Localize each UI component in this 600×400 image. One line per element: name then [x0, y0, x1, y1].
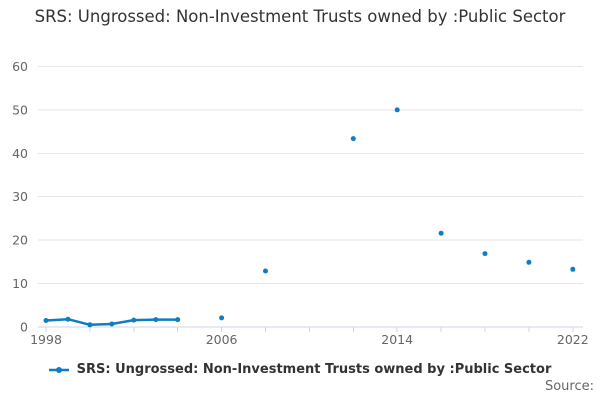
- y-axis-tick-label: 30: [12, 189, 28, 204]
- data-point[interactable]: [350, 136, 356, 142]
- data-point[interactable]: [153, 317, 159, 323]
- data-point[interactable]: [87, 322, 93, 328]
- data-point[interactable]: [438, 230, 444, 236]
- data-point[interactable]: [482, 251, 488, 257]
- data-point[interactable]: [526, 259, 532, 265]
- data-point[interactable]: [175, 317, 181, 323]
- y-axis-tick-label: 10: [12, 276, 28, 291]
- x-axis-tick-label: 1998: [30, 332, 62, 347]
- data-point[interactable]: [43, 318, 49, 323]
- y-axis-tick-label: 50: [12, 102, 28, 117]
- data-point[interactable]: [263, 268, 268, 274]
- legend-line-marker-icon: [48, 366, 69, 373]
- data-point[interactable]: [131, 317, 137, 323]
- y-axis-tick-label: 60: [12, 59, 28, 74]
- data-point[interactable]: [219, 315, 225, 321]
- x-axis-tick-label: 2006: [206, 332, 238, 347]
- y-axis-tick-label: 20: [12, 233, 28, 248]
- source-label: Source:: [544, 379, 594, 394]
- x-axis-tick-label: 2014: [381, 332, 413, 347]
- chart-title: SRS: Ungrossed: Non-Investment Trusts ow…: [0, 6, 600, 28]
- data-point[interactable]: [109, 321, 115, 327]
- legend-item[interactable]: SRS: Ungrossed: Non-Investment Trusts ow…: [0, 362, 600, 377]
- y-axis-tick-label: 0: [20, 320, 28, 335]
- legend-label: SRS: Ungrossed: Non-Investment Trusts ow…: [76, 362, 552, 377]
- data-point[interactable]: [65, 316, 71, 322]
- data-point[interactable]: [394, 107, 400, 113]
- data-point[interactable]: [570, 266, 576, 272]
- x-axis-tick-label: 2022: [557, 332, 589, 347]
- chart-title-text: SRS: Ungrossed: Non-Investment Trusts ow…: [34, 7, 566, 26]
- y-axis-tick-label: 40: [12, 146, 28, 161]
